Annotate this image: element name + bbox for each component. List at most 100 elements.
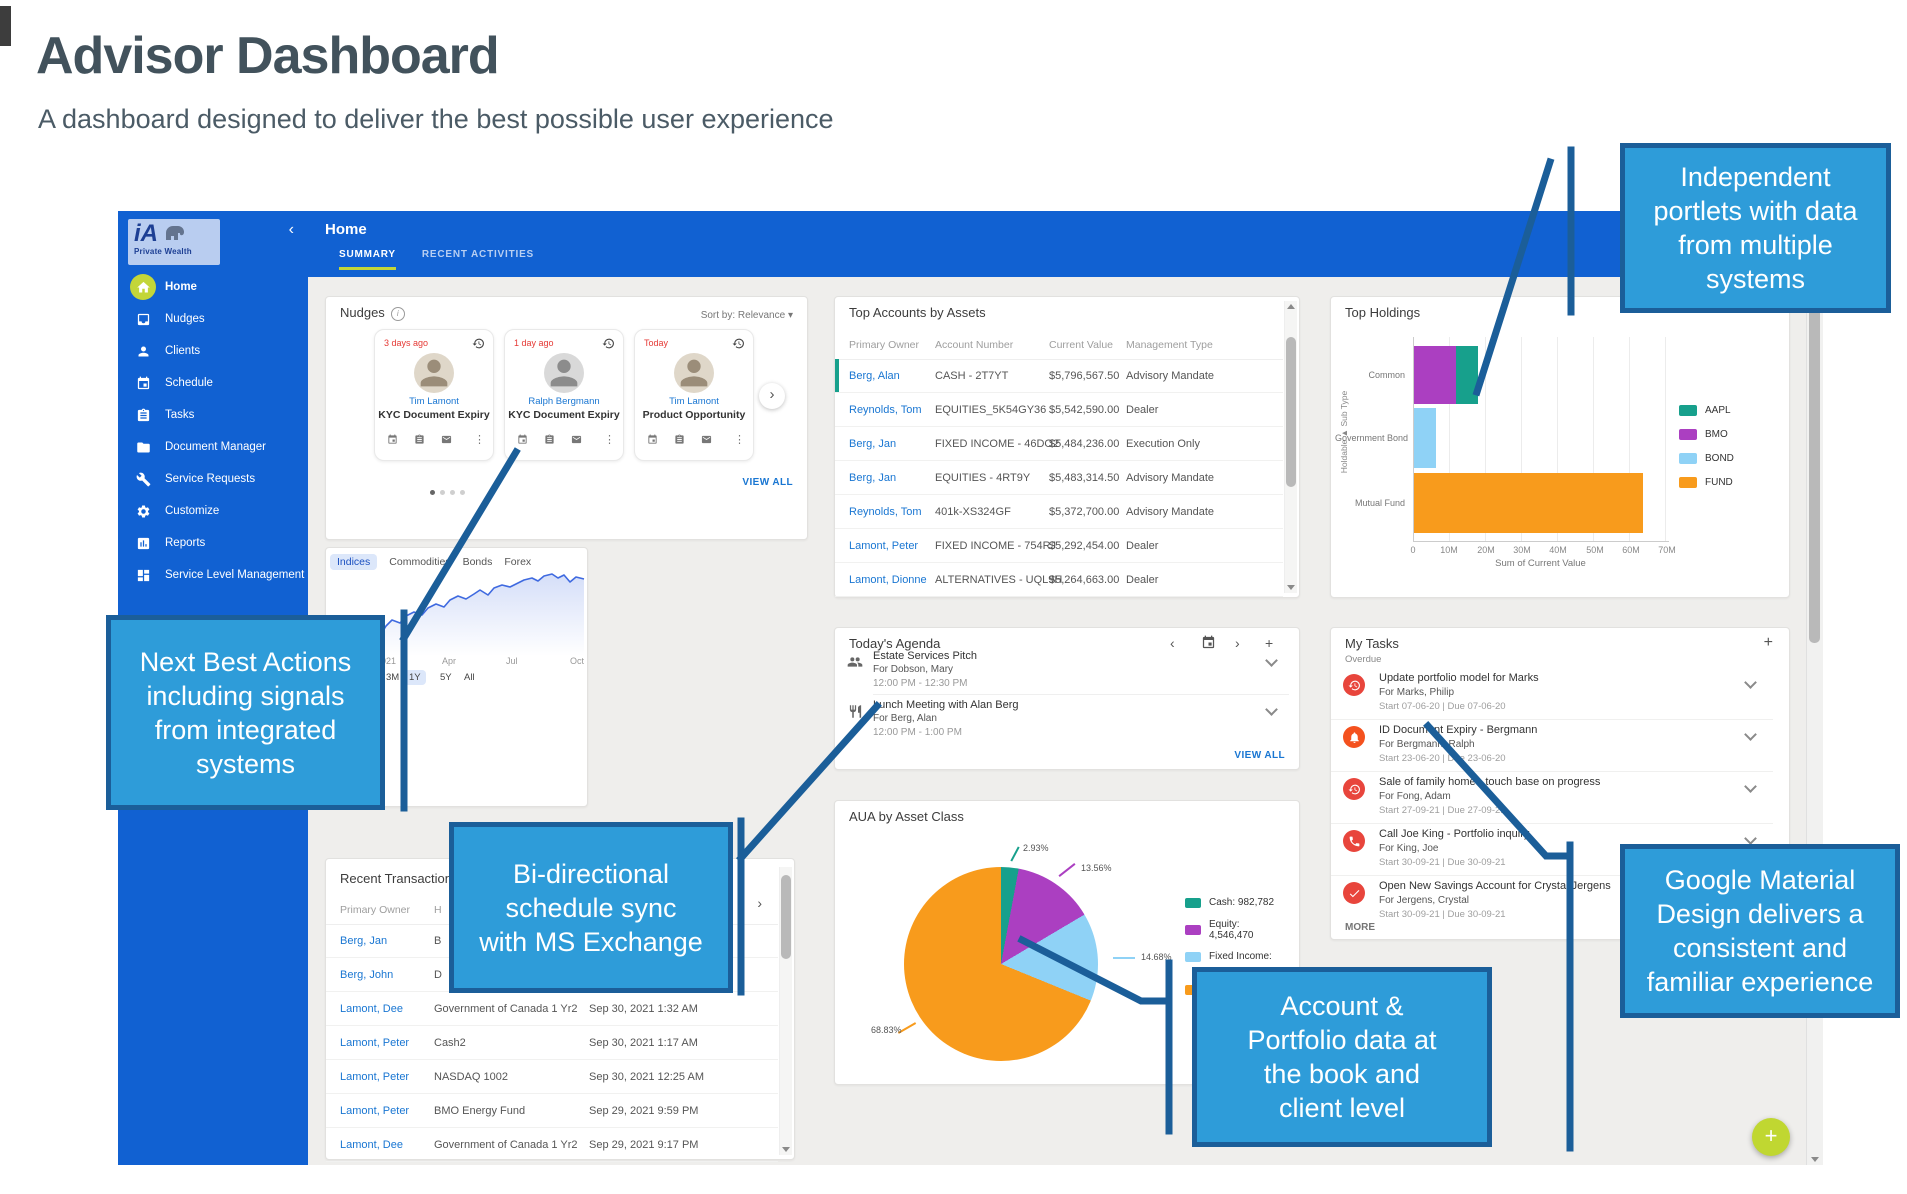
owner-link[interactable]: Lamont, Dee: [340, 1138, 403, 1151]
mail-icon[interactable]: [701, 434, 712, 445]
owner-link[interactable]: Lamont, Peter: [340, 1036, 410, 1049]
sidebar-item-clients[interactable]: Clients: [118, 335, 308, 367]
chevron-down-icon[interactable]: [1265, 654, 1278, 667]
chevron-down-icon[interactable]: [1744, 780, 1757, 793]
tab-indices[interactable]: Indices: [330, 554, 378, 570]
bar-common[interactable]: [1414, 346, 1478, 404]
more-icon[interactable]: ⋮: [604, 434, 615, 446]
info-icon[interactable]: i: [390, 307, 405, 321]
agenda-add-button[interactable]: +: [1265, 635, 1274, 651]
tab-recent-activities[interactable]: RECENT ACTIVITIES: [421, 249, 535, 260]
snooze-history-icon[interactable]: [472, 337, 485, 350]
x-tick: 20M: [1477, 545, 1495, 555]
tab-bonds[interactable]: Bonds: [462, 556, 493, 568]
scroll-down-icon[interactable]: [1287, 585, 1295, 590]
calendar-icon[interactable]: [387, 434, 398, 445]
chevron-down-icon[interactable]: [1744, 728, 1757, 741]
task-item[interactable]: Sale of family home - touch base on prog…: [1331, 772, 1773, 824]
tab-summary[interactable]: SUMMARY: [339, 249, 396, 270]
clipboard-icon[interactable]: [544, 434, 555, 445]
range-all-button[interactable]: All: [464, 672, 475, 683]
carousel-dots[interactable]: [430, 490, 465, 495]
scroll-right-icon[interactable]: ›: [757, 895, 762, 911]
table-row: Lamont, Dionne ALTERNATIVES - UQL9H $5,264…: [835, 563, 1283, 597]
bar-government-bond[interactable]: [1414, 408, 1436, 468]
view-all-link[interactable]: VIEW ALL: [742, 477, 793, 488]
owner-link[interactable]: Lamont, Dee: [340, 1002, 403, 1015]
clipboard-icon[interactable]: [414, 434, 425, 445]
scrollbar[interactable]: [779, 867, 792, 1155]
sidebar-item-nudges[interactable]: Nudges: [118, 303, 308, 335]
scroll-up-icon[interactable]: [1287, 304, 1295, 309]
more-icon[interactable]: ⋮: [734, 434, 745, 446]
owner-link[interactable]: Berg, John: [340, 968, 394, 981]
range-3m-button[interactable]: 3M: [386, 672, 400, 683]
tab-forex[interactable]: Forex: [504, 556, 532, 568]
range-1y-button[interactable]: 1Y: [404, 670, 426, 685]
snooze-history-icon[interactable]: [732, 337, 745, 350]
client-link[interactable]: Tim Lamont: [669, 396, 719, 407]
sidebar-item-home[interactable]: Home: [118, 271, 308, 303]
sidebar-item-service-level-management[interactable]: Service Level Management: [118, 559, 308, 591]
snooze-history-icon[interactable]: [602, 337, 615, 350]
owner-link[interactable]: Berg, Alan: [849, 369, 900, 382]
calendar-icon[interactable]: [517, 434, 528, 445]
owner-link[interactable]: Reynolds, Tom: [849, 505, 922, 518]
owner-link[interactable]: Reynolds, Tom: [849, 403, 922, 416]
carousel-next-button[interactable]: ›: [759, 383, 785, 409]
sidebar-item-customize[interactable]: Customize: [118, 495, 308, 527]
chevron-down-icon[interactable]: [1744, 676, 1757, 689]
sidebar-collapse-icon[interactable]: ‹: [288, 221, 294, 238]
scrollbar-thumb[interactable]: [1809, 283, 1820, 643]
task-item[interactable]: Open New Savings Account for Crystal Jer…: [1331, 876, 1773, 927]
sort-dropdown[interactable]: Sort by: Relevance ▾: [700, 310, 793, 321]
more-button[interactable]: MORE: [1345, 922, 1375, 933]
main-scrollbar[interactable]: [1806, 277, 1823, 1165]
nudge-card[interactable]: 3 days ago Tim Lamont KYC Document Expir…: [374, 329, 494, 461]
owner-link[interactable]: Berg, Jan: [340, 934, 388, 947]
sidebar-item-document-manager[interactable]: Document Manager: [118, 431, 308, 463]
owner-link[interactable]: Lamont, Peter: [849, 539, 919, 552]
owner-link[interactable]: Lamont, Peter: [340, 1104, 410, 1117]
scroll-down-icon[interactable]: [1811, 1157, 1819, 1162]
pie-label-fixed-income: 14.68%: [1141, 952, 1172, 962]
nudge-card[interactable]: Today Tim Lamont Product Opportunity ⋮: [634, 329, 754, 461]
scrollbar[interactable]: [1284, 301, 1297, 593]
sidebar-item-service-requests[interactable]: Service Requests: [118, 463, 308, 495]
sidebar-item-reports[interactable]: Reports: [118, 527, 308, 559]
range-5y-button[interactable]: 5Y: [440, 672, 452, 683]
calendar-icon[interactable]: [1201, 635, 1216, 650]
agenda-next-button[interactable]: ›: [1235, 635, 1240, 651]
tab-bar: SUMMARY RECENT ACTIVITIES: [339, 249, 534, 270]
scroll-down-icon[interactable]: [782, 1147, 790, 1152]
owner-link[interactable]: Lamont, Peter: [340, 1070, 410, 1083]
scrollbar-thumb[interactable]: [1286, 337, 1296, 487]
owner-link[interactable]: Lamont, Dionne: [849, 573, 927, 586]
mail-icon[interactable]: [571, 434, 582, 445]
clipboard-icon[interactable]: [674, 434, 685, 445]
nudge-card[interactable]: 1 day ago Ralph Bergmann KYC Document Ex…: [504, 329, 624, 461]
agenda-prev-button[interactable]: ‹: [1170, 635, 1175, 651]
chevron-down-icon[interactable]: [1744, 832, 1757, 845]
chevron-down-icon[interactable]: [1265, 703, 1278, 716]
add-task-button[interactable]: +: [1763, 634, 1773, 651]
client-link[interactable]: Ralph Bergmann: [528, 396, 600, 407]
panel-title: AUA by Asset Class: [849, 809, 964, 824]
bar-mutual-fund[interactable]: [1414, 473, 1643, 533]
more-icon[interactable]: ⋮: [474, 434, 485, 446]
view-all-link[interactable]: VIEW ALL: [1234, 750, 1285, 761]
asset-class-pie-chart[interactable]: [904, 867, 1098, 1061]
scrollbar-thumb[interactable]: [781, 875, 791, 959]
tab-commodities[interactable]: Commodities: [389, 556, 451, 568]
task-item[interactable]: ID Document Expiry - Bergmann For Bergma…: [1331, 720, 1773, 772]
sidebar-item-tasks[interactable]: Tasks: [118, 399, 308, 431]
cell: Sep 29, 2021 9:59 PM: [589, 1104, 699, 1117]
calendar-icon[interactable]: [647, 434, 658, 445]
mail-icon[interactable]: [441, 434, 452, 445]
sidebar-item-schedule[interactable]: Schedule: [118, 367, 308, 399]
owner-link[interactable]: Berg, Jan: [849, 471, 897, 484]
owner-link[interactable]: Berg, Jan: [849, 437, 897, 450]
client-link[interactable]: Tim Lamont: [409, 396, 459, 407]
task-item[interactable]: Update portfolio model for Marks For Mar…: [1331, 668, 1773, 720]
add-fab-button[interactable]: +: [1752, 1118, 1790, 1156]
